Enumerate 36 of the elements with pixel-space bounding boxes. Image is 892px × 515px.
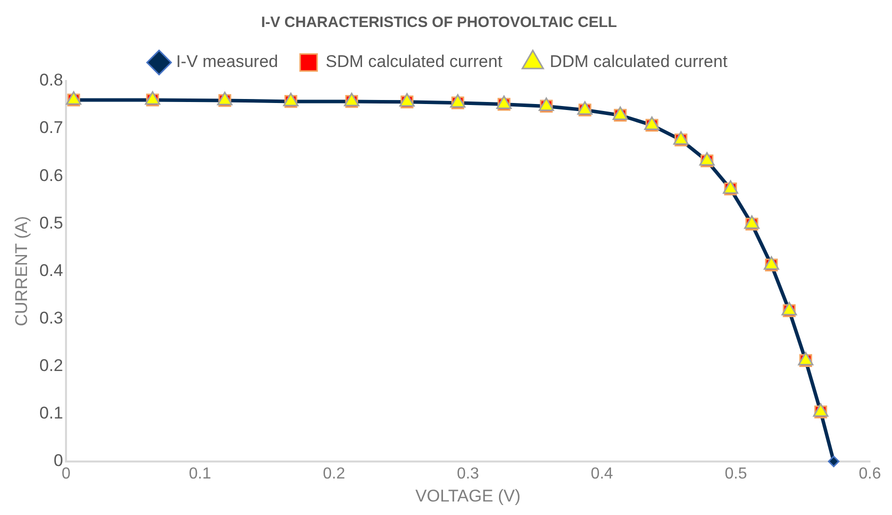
y-tick-label: 0.4 [39,260,64,280]
y-tick-label: 0.7 [39,118,64,138]
x-tick-label: 0.6 [858,465,882,482]
point [344,92,360,106]
x-tick-label: 0.1 [188,465,212,482]
x-tick-label: 0.3 [456,465,480,482]
x-tick-label: 0.5 [724,465,748,482]
point [828,456,840,468]
point [399,93,415,107]
legend-label: SDM calculated current [326,52,503,72]
point [217,92,232,106]
point [283,92,299,106]
x-tick-label: 0.2 [322,465,346,482]
y-tick-label: 0.2 [39,356,64,375]
y-tick-label: 0.6 [39,166,64,185]
legend-label: I-V measured [176,52,278,72]
y-axis-title: CURRENT (A) [12,216,31,326]
point [612,106,628,120]
point [144,91,160,105]
y-tick-label: 0.5 [39,213,64,232]
x-tick-label: 0.4 [590,465,614,482]
point [722,180,738,194]
x-axis-title: VOLTAGE (V) [415,486,521,506]
point [764,256,780,270]
point [538,97,554,111]
y-tick-label: 0.3 [39,308,64,328]
y-tick-label: 0.1 [39,404,64,423]
y-tick-label: 0.8 [39,70,64,90]
y-tick-label: 0 [54,451,64,470]
point [673,131,689,145]
point [744,215,760,229]
legend-label: DDM calculated current [550,52,728,72]
point [577,101,593,115]
point [644,116,660,130]
chart-title: I-V CHARACTERISTICS OF PHOTOVOLTAIC CELL [261,14,617,32]
point [66,91,82,105]
